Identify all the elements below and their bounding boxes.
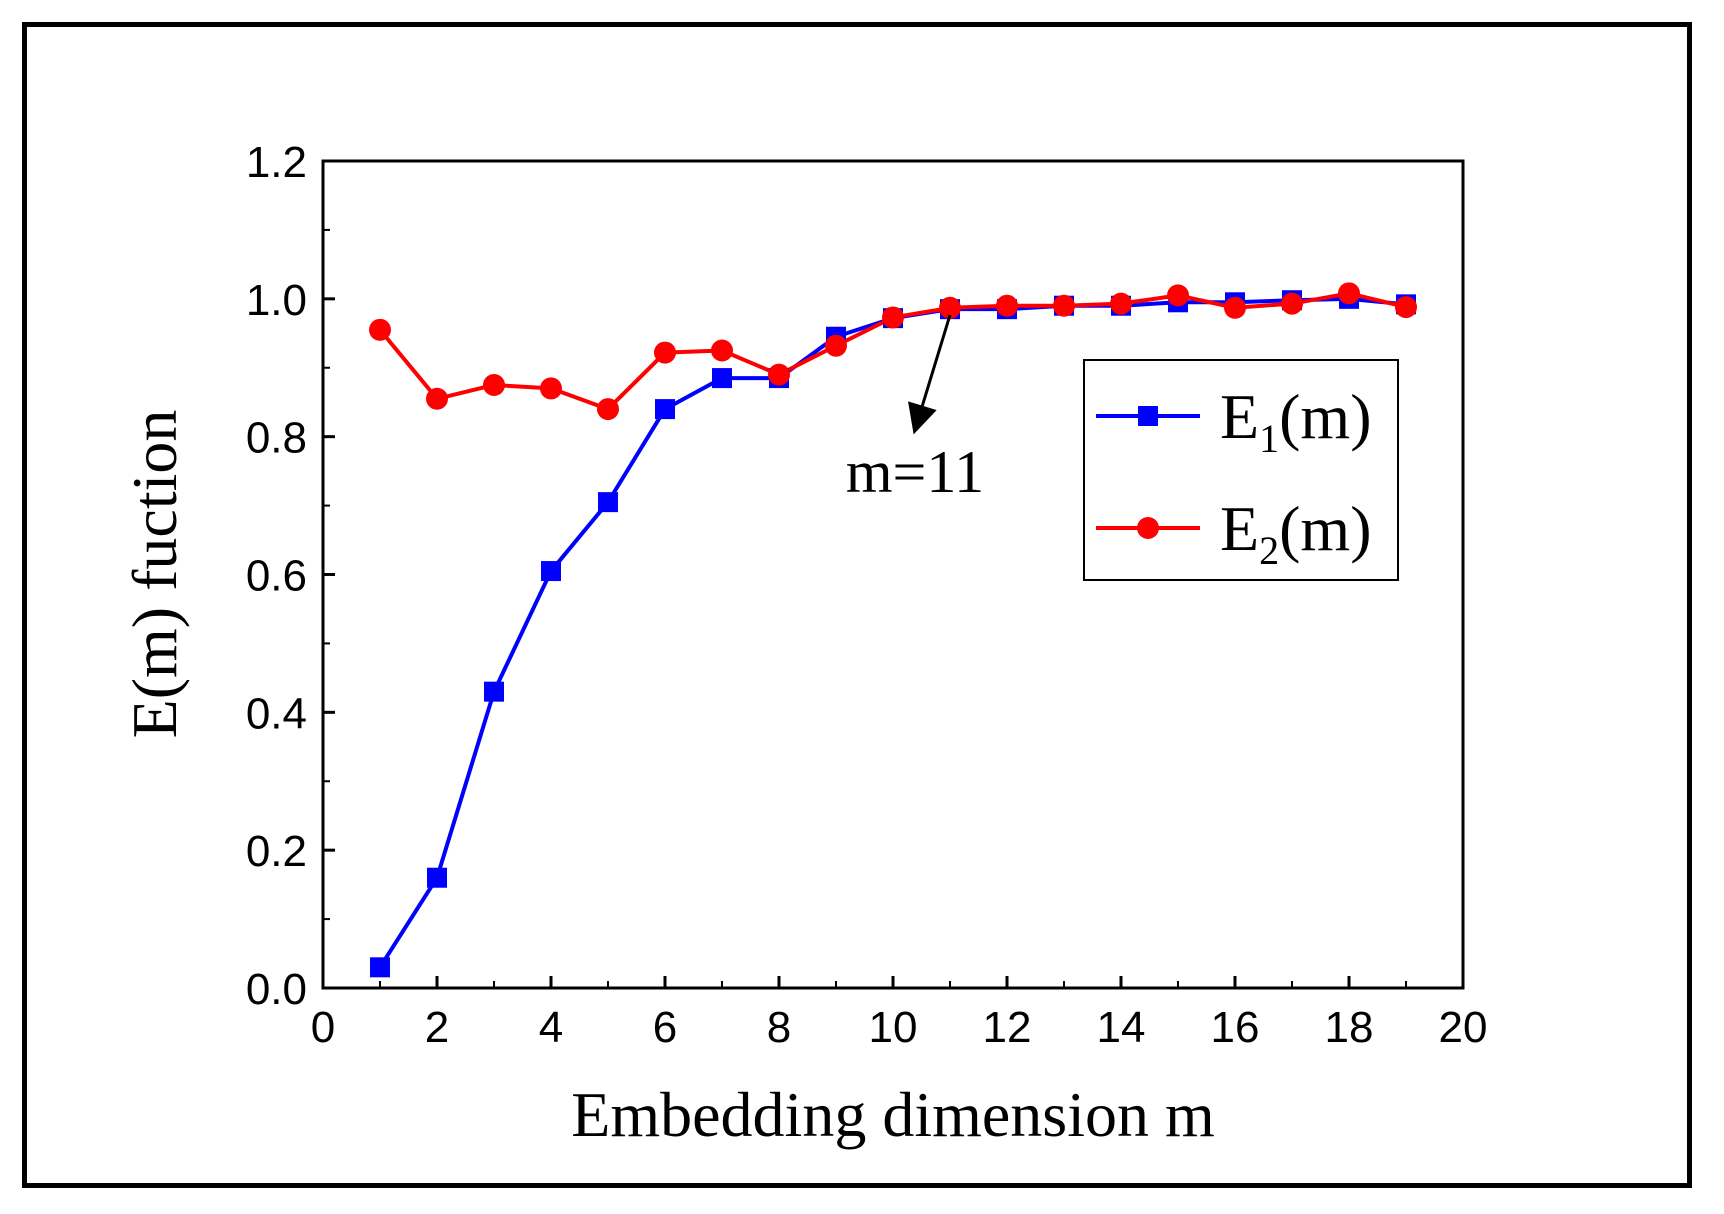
data-point-e2 — [1338, 282, 1360, 305]
y-tick-label: 0.8 — [246, 414, 307, 463]
data-point-e1 — [427, 867, 447, 888]
legend-marker-e2 — [1137, 517, 1159, 539]
x-tick-label: 18 — [1325, 1003, 1374, 1052]
y-tick-label: 0.6 — [246, 552, 307, 601]
data-point-e1 — [655, 399, 675, 420]
data-point-e2 — [1053, 294, 1075, 317]
y-tick-label: 0.4 — [246, 689, 307, 738]
y-axis-ticks: 0.0 0.2 0.4 0.6 0.8 1.0 1.2 — [246, 138, 335, 1014]
legend-label-e2-sub: 2 — [1259, 528, 1279, 573]
x-tick-label: 6 — [653, 1003, 677, 1052]
legend-label-e1-rest: (m) — [1279, 381, 1371, 452]
data-point-e2 — [1167, 284, 1189, 307]
figure-frame — [22, 22, 1692, 1188]
annotation-label: m=11 — [846, 439, 984, 505]
legend-label-e2: E2(m) — [1220, 493, 1372, 573]
series-layer — [369, 282, 1417, 978]
legend-marker-e1 — [1138, 406, 1158, 426]
x-tick-label: 20 — [1439, 1003, 1488, 1052]
y-tick-label: 0.2 — [246, 827, 307, 876]
data-point-e2 — [768, 363, 790, 386]
data-point-e2 — [996, 294, 1018, 317]
legend-entry-e1: E1(m) — [1096, 381, 1372, 461]
legend-label-e1-sub: 1 — [1259, 416, 1279, 461]
x-axis-ticks: 0 2 4 6 8 10 12 14 16 18 20 — [311, 976, 1488, 1052]
legend-label-e1: E1(m) — [1220, 381, 1372, 461]
data-point-e1 — [541, 561, 561, 582]
x-tick-label: 8 — [767, 1003, 791, 1052]
legend-box — [1083, 359, 1399, 581]
data-point-e1 — [484, 681, 504, 702]
legend-label-e2-rest: (m) — [1279, 493, 1371, 564]
y-tick-label: 1.0 — [246, 276, 307, 325]
data-point-e1 — [598, 492, 618, 513]
legend: E1(m) E2(m) — [1083, 359, 1399, 581]
legend-label-e2-main: E — [1220, 493, 1259, 564]
x-tick-label: 14 — [1097, 1003, 1146, 1052]
x-tick-label: 16 — [1211, 1003, 1260, 1052]
data-point-e2 — [1110, 292, 1132, 315]
x-axis-title: Embedding dimension m — [571, 1079, 1215, 1150]
y-tick-label: 1.2 — [246, 138, 307, 187]
data-point-e2 — [369, 318, 391, 341]
data-point-e2 — [1395, 296, 1417, 319]
data-point-e2 — [426, 387, 448, 410]
data-point-e2 — [939, 296, 961, 319]
data-point-e2 — [1281, 292, 1303, 315]
data-point-e2 — [654, 341, 676, 364]
x-tick-label: 4 — [539, 1003, 563, 1052]
x-tick-label: 0 — [311, 1003, 335, 1052]
x-tick-label: 2 — [425, 1003, 449, 1052]
data-point-e2 — [711, 339, 733, 362]
annotation-arrow — [908, 314, 952, 435]
x-tick-label: 12 — [983, 1003, 1032, 1052]
y-axis-title: E(m) fuction — [119, 410, 190, 739]
data-point-e2 — [483, 373, 505, 396]
data-point-e1 — [712, 368, 732, 389]
data-point-e2 — [882, 306, 904, 329]
data-point-e2 — [540, 377, 562, 400]
data-point-e1 — [370, 957, 390, 978]
data-point-e2 — [825, 334, 847, 357]
x-tick-label: 10 — [869, 1003, 918, 1052]
legend-entry-e2: E2(m) — [1096, 493, 1372, 573]
y-tick-label: 0.0 — [246, 965, 307, 1014]
data-point-e2 — [597, 398, 619, 421]
legend-label-e1-main: E — [1220, 381, 1259, 452]
data-point-e2 — [1224, 296, 1246, 319]
